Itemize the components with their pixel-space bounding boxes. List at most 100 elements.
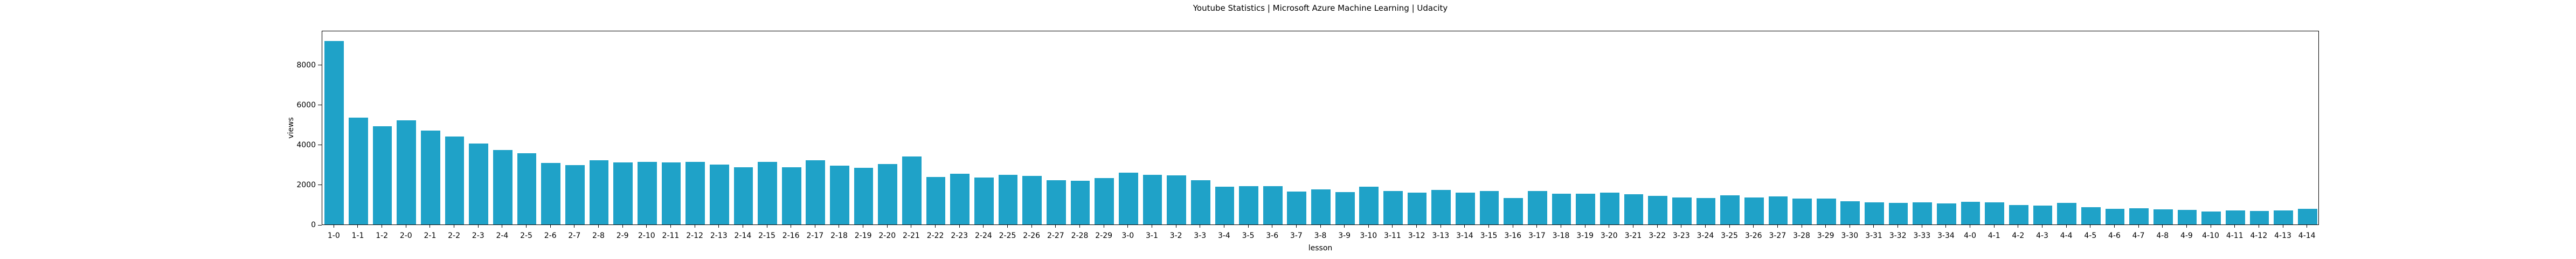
bar [541, 162, 561, 224]
y-tick-label: 0 [311, 221, 316, 229]
y-tick-label: 2000 [296, 180, 316, 189]
x-tick-label: 3-15 [1480, 231, 1498, 240]
bar [324, 41, 344, 224]
bar [1913, 202, 1933, 224]
x-tick-mark [1079, 225, 1080, 228]
x-tick-label: 3-19 [1576, 231, 1594, 240]
x-tick-label: 2-4 [496, 231, 509, 240]
x-tick-label: 2-8 [592, 231, 605, 240]
x-tick-label: 3-4 [1217, 231, 1230, 240]
x-tick-mark [2234, 225, 2235, 228]
x-tick-label: 2-2 [448, 231, 461, 240]
bar [758, 161, 777, 224]
bar [565, 165, 585, 224]
x-axis-label: lesson [1308, 244, 1333, 253]
x-tick-mark [646, 225, 647, 228]
x-tick-label: 2-20 [878, 231, 896, 240]
bar [1167, 175, 1186, 224]
x-tick-label: 2-0 [399, 231, 412, 240]
bar [878, 163, 898, 224]
x-tick-label: 4-4 [2060, 231, 2073, 240]
x-tick-mark [1825, 225, 1826, 228]
x-tick-label: 3-14 [1456, 231, 1473, 240]
bar [1190, 180, 1210, 224]
x-tick-mark [1055, 225, 1056, 228]
x-tick-label: 4-6 [2108, 231, 2121, 240]
x-tick-label: 2-14 [734, 231, 752, 240]
x-tick-mark [2114, 225, 2115, 228]
x-tick-mark [1657, 225, 1658, 228]
bar [806, 160, 826, 224]
bar [1672, 197, 1692, 224]
bar [998, 174, 1018, 224]
x-tick-mark [1368, 225, 1369, 228]
bar [1937, 203, 1956, 224]
bar [2033, 205, 2053, 224]
x-tick-mark [1464, 225, 1465, 228]
x-tick-mark [1392, 225, 1393, 228]
x-tick-label: 4-14 [2298, 231, 2316, 240]
bar [2129, 208, 2149, 224]
bar [733, 167, 753, 224]
x-tick-label: 1-2 [376, 231, 389, 240]
bar [349, 118, 368, 224]
bar [493, 149, 513, 224]
bar [1840, 201, 1860, 224]
x-tick-label: 3-13 [1432, 231, 1450, 240]
x-tick-mark [1993, 225, 1995, 228]
x-tick-label: 3-22 [1649, 231, 1666, 240]
bar [1768, 196, 1788, 224]
x-tick-mark [959, 225, 960, 228]
bar [1359, 187, 1379, 224]
plot-area [322, 31, 2319, 225]
bar [1792, 199, 1812, 224]
bar [1263, 186, 1283, 224]
x-tick-mark [1007, 225, 1008, 228]
bar [685, 161, 705, 224]
bar [902, 156, 922, 224]
x-tick-label: 2-5 [520, 231, 532, 240]
bar [1865, 202, 1884, 224]
x-tick-label: 3-8 [1314, 231, 1327, 240]
bar [709, 164, 729, 224]
x-tick-label: 3-16 [1504, 231, 1522, 240]
x-tick-mark [670, 225, 671, 228]
x-tick-label: 2-23 [951, 231, 968, 240]
bar [1888, 202, 1908, 224]
bar [2225, 210, 2245, 224]
x-tick-mark [357, 225, 358, 228]
bar [1239, 186, 1258, 224]
x-tick-label: 2-13 [710, 231, 728, 240]
bar [1648, 195, 1667, 224]
x-tick-label: 2-28 [1071, 231, 1089, 240]
x-tick-mark [1416, 225, 1417, 228]
x-tick-label: 3-27 [1769, 231, 1786, 240]
bar [1431, 190, 1451, 224]
y-tick-label: 6000 [296, 100, 316, 110]
bar [1527, 191, 1547, 224]
bar [1576, 194, 1595, 224]
x-tick-label: 3-28 [1793, 231, 1810, 240]
x-tick-mark [1729, 225, 1730, 228]
bar [1142, 175, 1162, 224]
bar [1383, 191, 1403, 224]
x-tick-mark [526, 225, 527, 228]
bar [781, 167, 801, 224]
bar [830, 165, 849, 224]
x-tick-mark [983, 225, 984, 228]
x-tick-label: 3-24 [1696, 231, 1714, 240]
x-tick-label: 3-9 [1338, 231, 1351, 240]
bar [950, 174, 970, 224]
x-tick-label: 2-17 [806, 231, 824, 240]
bar [1504, 197, 1524, 224]
bar [1215, 186, 1235, 224]
x-tick-label: 4-13 [2274, 231, 2291, 240]
x-tick-mark [887, 225, 888, 228]
y-axis-label: views [287, 117, 295, 139]
bar [1407, 192, 1427, 224]
bar [1624, 194, 1644, 224]
x-tick-mark [1031, 225, 1032, 228]
x-tick-label: 3-20 [1600, 231, 1618, 240]
x-tick-label: 3-2 [1169, 231, 1182, 240]
x-tick-label: 2-7 [568, 231, 581, 240]
